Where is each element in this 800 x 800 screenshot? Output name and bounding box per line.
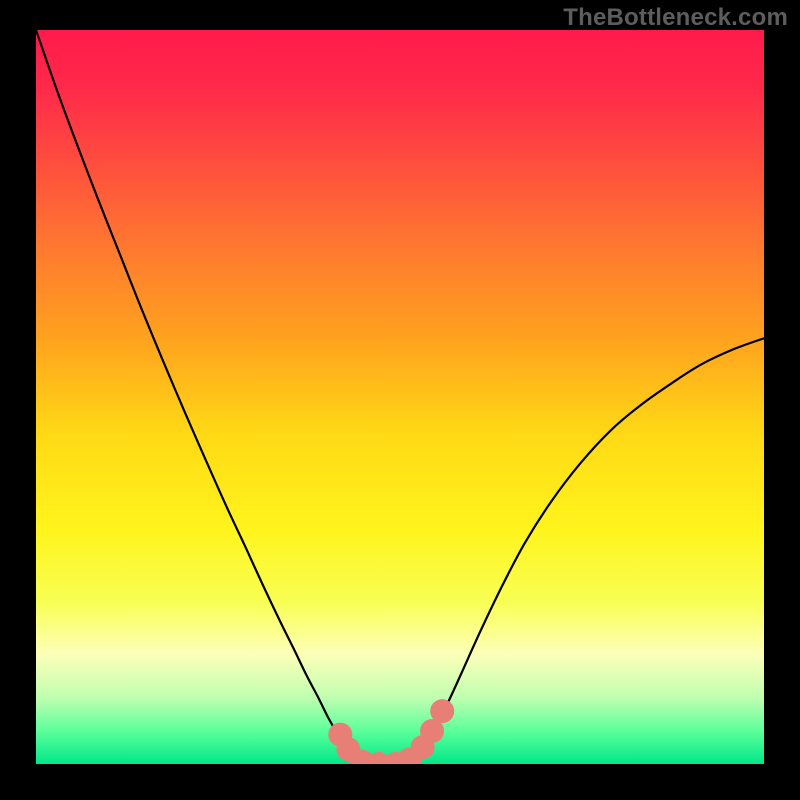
plot-background [36,30,764,764]
highlight-dot [430,699,454,723]
chart-stage: TheBottleneck.com [0,0,800,800]
bottleneck-curve-chart [0,0,800,800]
